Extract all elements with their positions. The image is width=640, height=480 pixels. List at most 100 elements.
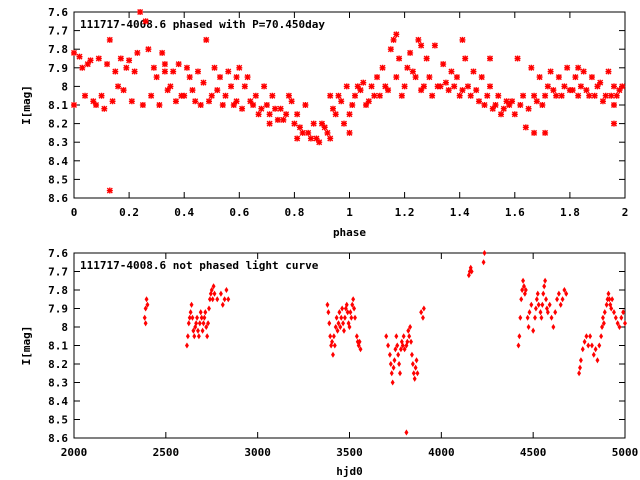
data-point [555, 296, 559, 303]
data-point [453, 74, 460, 81]
data-point [203, 309, 208, 316]
data-point [250, 102, 257, 108]
data-point [409, 68, 416, 75]
data-point [520, 286, 525, 294]
data-point [187, 314, 192, 321]
y-axis-label: I[mag] [20, 326, 33, 366]
data-point [564, 64, 571, 71]
x-tick-label: 0 [71, 206, 78, 219]
data-point [434, 83, 441, 90]
data-point [612, 309, 616, 316]
data-point [617, 323, 622, 331]
data-point [415, 370, 420, 377]
data-point [555, 74, 562, 81]
data-point [539, 314, 544, 321]
data-point [128, 98, 135, 105]
data-point [363, 102, 370, 108]
data-point [198, 309, 203, 316]
data-point [396, 351, 401, 358]
data-point [347, 323, 352, 331]
data-point [393, 346, 398, 353]
data-point [584, 333, 589, 340]
data-point [175, 61, 182, 68]
data-point [328, 333, 333, 340]
data-point [572, 74, 579, 81]
data-point [161, 61, 168, 68]
data-point [583, 87, 590, 94]
data-point [560, 296, 565, 303]
data-point [605, 68, 612, 75]
y-tick-label: 7.7 [48, 25, 68, 38]
data-point [599, 98, 606, 105]
data-point [115, 83, 122, 90]
data-point [261, 83, 268, 90]
data-point [353, 314, 357, 321]
data-point [531, 92, 538, 99]
y-tick-label: 8.6 [48, 192, 68, 205]
data-point [544, 83, 551, 90]
data-point [194, 320, 199, 327]
data-point [429, 92, 436, 99]
data-point [577, 370, 582, 377]
data-point [401, 83, 408, 90]
data-point [608, 92, 615, 99]
data-point [211, 283, 216, 290]
data-point [539, 102, 546, 108]
data-point [411, 370, 416, 377]
data-point [263, 102, 270, 108]
data-point [226, 296, 231, 303]
data-point [71, 102, 77, 108]
data-point [192, 98, 199, 105]
data-point [202, 314, 207, 321]
panel-title: 111717-4008.6 phased with P=70.450day [80, 18, 325, 31]
data-point [442, 79, 449, 86]
data-point [553, 92, 560, 99]
data-point [343, 305, 348, 312]
data-point [610, 120, 617, 127]
data-point [606, 290, 611, 297]
data-point [106, 36, 113, 43]
data-point [384, 333, 389, 340]
data-point [225, 68, 232, 75]
data-point [525, 314, 530, 321]
data-point [344, 301, 349, 308]
data-point [93, 102, 100, 108]
data-point [310, 120, 317, 127]
data-point [619, 83, 626, 90]
data-point [172, 98, 179, 105]
data-point [623, 320, 627, 327]
data-point [247, 98, 254, 105]
data-point [529, 301, 534, 308]
data-point [331, 351, 335, 358]
data-point [610, 296, 615, 303]
x-tick-label: 3000 [244, 446, 271, 459]
data-point [212, 290, 217, 297]
data-point [387, 351, 392, 358]
data-point [343, 83, 350, 90]
x-tick-label: 0.2 [119, 206, 139, 219]
data-point [503, 98, 510, 105]
data-point [203, 36, 210, 43]
data-point [533, 314, 537, 321]
data-point [401, 333, 406, 340]
data-point [470, 68, 477, 75]
data-point [358, 346, 363, 353]
data-point [536, 301, 541, 308]
data-point [255, 111, 262, 118]
data-point [71, 49, 77, 56]
data-point [222, 296, 227, 303]
data-point [387, 46, 394, 53]
data-point [421, 314, 425, 321]
data-point [123, 64, 130, 71]
data-point [186, 74, 193, 81]
data-point [542, 283, 547, 290]
data-point [354, 333, 359, 340]
data-point [610, 83, 617, 90]
data-point [448, 68, 455, 75]
data-point [482, 249, 487, 257]
data-point [593, 346, 598, 353]
data-point [407, 333, 412, 340]
data-point [208, 290, 213, 297]
data-point [244, 74, 251, 81]
data-point [462, 55, 469, 62]
